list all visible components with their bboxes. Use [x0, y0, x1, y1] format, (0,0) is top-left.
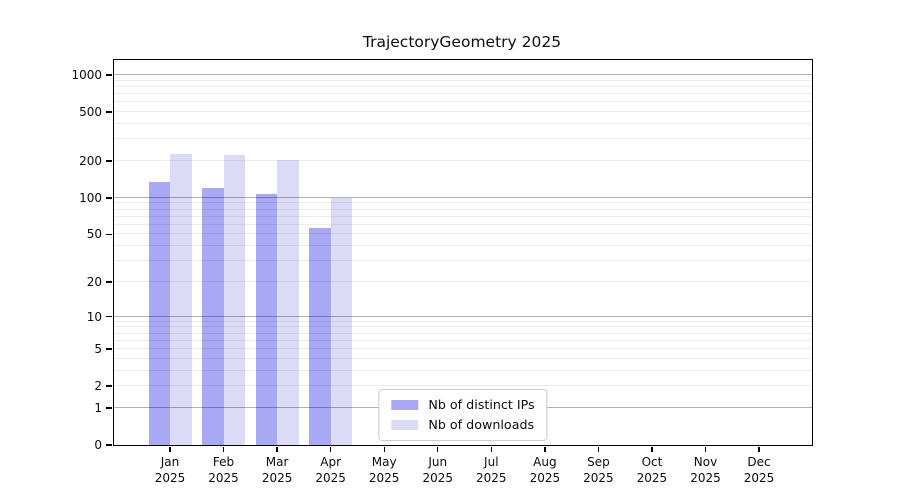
- y-tick-label: 10: [86, 309, 102, 324]
- gridline-minor: [114, 348, 812, 350]
- y-tick-label: 100: [79, 190, 102, 205]
- x-tick-label: Apr 2025: [315, 455, 346, 485]
- bar-downloads: [223, 154, 246, 445]
- legend-item-downloads: Nb of downloads: [391, 418, 534, 432]
- x-tick-label: Nov 2025: [690, 455, 721, 485]
- legend: Nb of distinct IPs Nb of downloads: [378, 389, 548, 441]
- chart-title: TrajectoryGeometry 2025: [362, 33, 562, 51]
- y-tick-label: 50: [86, 227, 102, 242]
- gridline-minor: [114, 215, 812, 217]
- gridline-minor: [114, 138, 812, 140]
- x-tick-label: Aug 2025: [529, 455, 561, 485]
- y-tick-mark: [106, 444, 113, 446]
- bar-downloads: [277, 160, 299, 445]
- gridline-minor: [114, 357, 812, 359]
- gridline-minor: [114, 101, 812, 103]
- y-tick-label: 5: [94, 342, 102, 357]
- bar-distinct-ips: [148, 182, 170, 445]
- y-tick-mark: [106, 315, 113, 318]
- y-tick-label: 1000: [71, 68, 102, 83]
- gridline-minor: [114, 85, 812, 87]
- gridline-minor: [114, 339, 812, 341]
- x-tick-label: Oct 2025: [636, 455, 668, 485]
- y-tick-label: 0: [94, 438, 102, 452]
- x-tick-mark: [758, 446, 760, 452]
- legend-swatch: [391, 400, 419, 410]
- bar-distinct-ips: [255, 193, 278, 445]
- bar-downloads: [330, 197, 353, 445]
- x-tick-label: Sep 2025: [583, 455, 614, 485]
- gridline-minor: [114, 332, 812, 334]
- y-tick-mark: [106, 281, 113, 283]
- y-tick-label: 20: [86, 274, 102, 289]
- gridline-major: [114, 196, 812, 198]
- gridline-minor: [114, 111, 812, 113]
- x-tick-mark: [651, 446, 653, 452]
- legend-item-distinct-ips: Nb of distinct IPs: [391, 397, 535, 412]
- x-tick-label: Feb 2025: [208, 455, 239, 485]
- bars-layer: [114, 60, 812, 445]
- x-tick-mark: [597, 446, 600, 452]
- x-tick-mark: [490, 446, 492, 452]
- x-tick-mark: [383, 446, 385, 452]
- x-tick-mark: [704, 446, 707, 452]
- x-tick-label: Jun 2025: [422, 455, 454, 485]
- axes-layer: 0 1 2 5 10 20 50 100 200 500 1000 Jan 2025 Feb 2025 Mar…: [71, 60, 812, 484]
- x-tick-mark: [544, 446, 546, 452]
- x-tick-label: Dec 2025: [743, 455, 775, 485]
- gridline-minor: [114, 208, 812, 210]
- y-tick-mark: [106, 160, 113, 162]
- y-tick-label: 2: [94, 379, 102, 394]
- y-tick-mark: [106, 74, 113, 76]
- gridline-minor: [114, 369, 812, 371]
- legend-label: Nb of downloads: [428, 417, 535, 432]
- gridline-minor: [114, 233, 812, 235]
- plot-area: Nb of distinct IPs Nb of downloads 0 1 2 5 1…: [71, 59, 813, 485]
- gridline-minor: [114, 223, 812, 225]
- gridline-minor: [114, 160, 812, 162]
- y-tick-mark: [106, 233, 113, 236]
- gridline-major: [114, 315, 812, 317]
- gridline-minor: [114, 79, 812, 81]
- y-tick-mark: [106, 407, 113, 409]
- y-tick-mark: [106, 111, 113, 113]
- y-tick-label: 200: [79, 154, 102, 169]
- gridline-minor: [114, 326, 812, 328]
- gridline-minor: [114, 123, 812, 125]
- gridline-minor: [114, 260, 812, 262]
- y-tick-mark: [106, 197, 113, 199]
- x-tick-label: May 2025: [368, 455, 400, 485]
- x-tick-label: Jul 2025: [476, 455, 507, 485]
- y-tick-label: 500: [79, 105, 102, 120]
- x-tick-mark: [169, 446, 171, 452]
- gridline-minor: [114, 93, 812, 95]
- y-tick-label: 1: [94, 400, 102, 415]
- legend-label: Nb of distinct IPs: [428, 397, 535, 412]
- gridline-minor: [114, 385, 812, 387]
- x-tick-mark: [437, 446, 439, 452]
- x-tick-label: Jan 2025: [154, 455, 186, 485]
- bar-distinct-ips: [309, 227, 331, 445]
- x-tick-mark: [222, 446, 225, 452]
- gridline-minor: [114, 202, 812, 204]
- bar-downloads: [170, 154, 192, 445]
- legend-swatch: [391, 420, 419, 430]
- gridline-minor: [114, 245, 812, 247]
- gridline-minor: [114, 320, 812, 322]
- gridline-minor: [114, 280, 812, 282]
- y-tick-mark: [106, 348, 113, 350]
- x-tick-label: Mar 2025: [261, 455, 293, 485]
- x-tick-mark: [329, 446, 332, 452]
- bar-distinct-ips: [202, 188, 224, 445]
- x-tick-mark: [276, 446, 278, 452]
- y-tick-mark: [106, 385, 113, 387]
- gridline-major: [114, 74, 812, 76]
